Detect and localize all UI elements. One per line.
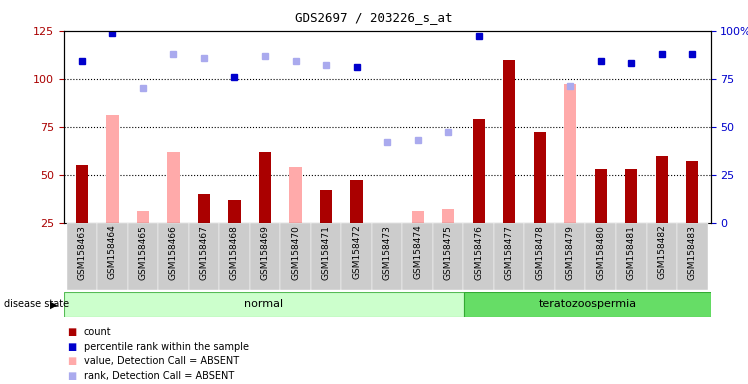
Text: GSM158466: GSM158466 — [169, 225, 178, 280]
Text: GSM158478: GSM158478 — [535, 225, 545, 280]
Bar — [494, 223, 524, 290]
Text: disease state: disease state — [4, 299, 69, 310]
Bar — [198, 194, 210, 223]
Text: ■: ■ — [67, 327, 76, 337]
Text: GSM158475: GSM158475 — [444, 225, 453, 280]
Text: GSM158481: GSM158481 — [627, 225, 636, 280]
Bar — [524, 223, 555, 290]
Text: GSM158469: GSM158469 — [260, 225, 269, 280]
Bar — [503, 60, 515, 223]
Text: GSM158480: GSM158480 — [596, 225, 605, 280]
Bar — [402, 223, 433, 290]
Bar — [259, 152, 271, 223]
Text: ■: ■ — [67, 371, 76, 381]
Bar — [128, 223, 158, 290]
Bar — [320, 190, 332, 223]
Bar — [656, 156, 668, 223]
Bar — [168, 152, 180, 223]
Text: ▶: ▶ — [50, 299, 58, 310]
Text: normal: normal — [245, 299, 283, 310]
Bar — [372, 223, 402, 290]
Bar — [464, 223, 494, 290]
Text: GSM158476: GSM158476 — [474, 225, 483, 280]
Text: GSM158464: GSM158464 — [108, 225, 117, 280]
Text: GSM158483: GSM158483 — [688, 225, 697, 280]
Bar — [341, 223, 372, 290]
Text: GSM158479: GSM158479 — [565, 225, 574, 280]
Text: GSM158482: GSM158482 — [657, 225, 666, 280]
Bar — [473, 119, 485, 223]
Bar — [411, 211, 423, 223]
Text: ■: ■ — [67, 342, 76, 352]
Bar — [280, 223, 310, 290]
Bar — [64, 292, 464, 317]
Text: GSM158473: GSM158473 — [382, 225, 392, 280]
Bar — [219, 223, 250, 290]
Bar — [137, 211, 149, 223]
Text: count: count — [84, 327, 111, 337]
Bar — [677, 223, 708, 290]
Bar — [586, 223, 616, 290]
Bar — [595, 169, 607, 223]
Bar — [250, 223, 280, 290]
Text: value, Detection Call = ABSENT: value, Detection Call = ABSENT — [84, 356, 239, 366]
Text: GSM158474: GSM158474 — [413, 225, 422, 280]
Bar — [646, 223, 677, 290]
Text: ■: ■ — [67, 356, 76, 366]
Bar — [442, 209, 454, 223]
Bar — [67, 223, 97, 290]
Bar — [464, 292, 711, 317]
Bar — [686, 161, 699, 223]
Bar — [158, 223, 188, 290]
Bar — [76, 165, 88, 223]
Text: GSM158472: GSM158472 — [352, 225, 361, 280]
Bar — [564, 84, 576, 223]
Text: rank, Detection Call = ABSENT: rank, Detection Call = ABSENT — [84, 371, 234, 381]
Bar — [310, 223, 341, 290]
Bar — [289, 167, 301, 223]
Text: GSM158468: GSM158468 — [230, 225, 239, 280]
Bar — [228, 200, 241, 223]
Text: percentile rank within the sample: percentile rank within the sample — [84, 342, 249, 352]
Bar — [97, 223, 128, 290]
Text: GDS2697 / 203226_s_at: GDS2697 / 203226_s_at — [295, 11, 453, 24]
Bar — [625, 169, 637, 223]
Bar — [616, 223, 646, 290]
Bar — [533, 132, 546, 223]
Text: GSM158465: GSM158465 — [138, 225, 147, 280]
Text: GSM158470: GSM158470 — [291, 225, 300, 280]
Bar — [555, 223, 586, 290]
Text: GSM158463: GSM158463 — [77, 225, 86, 280]
Text: GSM158477: GSM158477 — [505, 225, 514, 280]
Bar — [351, 180, 363, 223]
Text: GSM158467: GSM158467 — [200, 225, 209, 280]
Bar — [188, 223, 219, 290]
Text: teratozoospermia: teratozoospermia — [539, 299, 637, 310]
Text: GSM158471: GSM158471 — [322, 225, 331, 280]
Bar — [106, 115, 118, 223]
Bar — [433, 223, 464, 290]
